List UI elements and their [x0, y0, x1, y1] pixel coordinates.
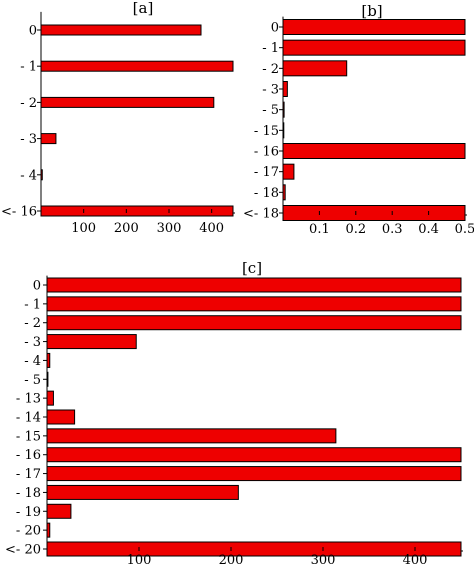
category-label-c-6: - 13	[16, 392, 41, 407]
bar-c-0	[46, 277, 462, 293]
bar-a-1	[40, 60, 234, 72]
bar-b-4	[282, 101, 285, 118]
category-label-c-5: - 5	[24, 373, 41, 388]
category-label-b-9: <- 18	[243, 207, 279, 222]
bar-b-0	[282, 19, 466, 35]
chart-title-b: [b]	[361, 2, 382, 20]
category-label-b-2: - 2	[262, 62, 279, 77]
bar-a-4	[40, 169, 43, 181]
category-label-b-3: - 3	[262, 83, 279, 98]
bar-c-4	[46, 352, 51, 368]
bar-c-12	[46, 503, 72, 519]
bar-b-9	[282, 205, 466, 221]
x-tick-label-b-1: 0.2	[345, 222, 366, 237]
chart-title-a: [a]	[133, 0, 154, 17]
bar-c-9	[46, 447, 462, 463]
category-label-c-2: - 2	[24, 316, 41, 331]
bar-a-0	[40, 24, 202, 36]
bar-b-3	[282, 81, 288, 97]
x-tick-label-b-4: 0.5	[455, 222, 474, 237]
panel-c: [c] 0 - 1 - 2 - 3 - 4 - 5 - 13 - 14 - 15 - 16 - 17 -…	[5, 259, 463, 565]
category-label-c-10: - 17	[16, 467, 41, 482]
category-label-b-4: - 5	[262, 103, 279, 118]
category-label-b-8: - 18	[254, 186, 279, 201]
bar-c-1	[46, 296, 462, 312]
category-label-a-4: - 4	[20, 168, 37, 183]
x-tick-label-c-1: 200	[219, 553, 244, 565]
bar-c-2	[46, 315, 462, 331]
category-label-a-2: - 2	[20, 96, 37, 111]
bar-a-5	[40, 205, 234, 217]
category-label-c-13: - 20	[16, 524, 41, 539]
bar-c-13	[46, 522, 51, 538]
panel-a: [a] 0 - 1 - 2 - 3 - 4 <- 16 100 200 300 400	[1, 0, 235, 236]
bar-c-7	[46, 409, 76, 425]
bar-c-11	[46, 484, 239, 500]
category-label-a-5: <- 16	[1, 205, 37, 220]
bar-a-2	[40, 96, 215, 108]
bar-b-6	[282, 143, 466, 159]
category-label-c-3: - 3	[24, 335, 41, 350]
bar-b-2	[282, 60, 348, 77]
category-label-a-0: 0	[29, 24, 37, 39]
category-label-c-0: 0	[33, 279, 41, 294]
bar-a-3	[40, 133, 57, 145]
category-label-b-5: - 15	[254, 124, 279, 139]
chart-title-c: [c]	[242, 259, 262, 277]
category-label-c-9: - 16	[16, 448, 41, 463]
x-tick-label-b-0: 0.1	[309, 222, 330, 237]
bar-c-10	[46, 466, 462, 482]
category-label-c-4: - 4	[24, 354, 41, 369]
bar-b-1	[282, 39, 466, 56]
x-tick-label-b-3: 0.4	[418, 222, 439, 237]
panel-b: [b] 0 - 1 - 2 - 3 - 5 - 15 - 16 - 17 - 18 <- 18 0.1…	[243, 2, 474, 237]
category-label-c-1: - 1	[24, 297, 41, 312]
category-label-a-1: - 1	[20, 60, 37, 75]
category-label-c-11: - 18	[16, 486, 41, 501]
bar-c-14	[46, 541, 462, 557]
bar-b-5	[282, 122, 285, 139]
category-label-b-0: 0	[271, 21, 279, 36]
x-tick-label-a-1: 200	[114, 221, 139, 236]
bar-c-6	[46, 390, 54, 406]
category-label-c-14: <- 20	[5, 543, 41, 558]
category-label-c-7: - 14	[16, 411, 41, 426]
category-label-b-7: - 17	[254, 165, 279, 180]
category-label-b-1: - 1	[262, 41, 279, 56]
x-tick-label-a-3: 400	[199, 221, 224, 236]
x-tick-label-c-2: 300	[311, 553, 336, 565]
category-label-c-8: - 15	[16, 429, 41, 444]
bar-c-5	[46, 371, 49, 387]
category-label-c-12: - 19	[16, 505, 41, 520]
bar-b-7	[282, 163, 295, 180]
category-label-b-6: - 16	[254, 145, 279, 160]
x-tick-label-c-0: 100	[127, 553, 152, 565]
x-tick-label-a-0: 100	[71, 221, 96, 236]
bar-c-8	[46, 428, 337, 444]
bar-b-8	[282, 184, 286, 201]
x-tick-label-c-3: 400	[403, 553, 428, 565]
x-tick-label-a-2: 300	[157, 221, 182, 236]
bar-c-3	[46, 334, 137, 350]
category-label-a-3: - 3	[20, 132, 37, 147]
x-tick-label-b-2: 0.3	[382, 222, 403, 237]
